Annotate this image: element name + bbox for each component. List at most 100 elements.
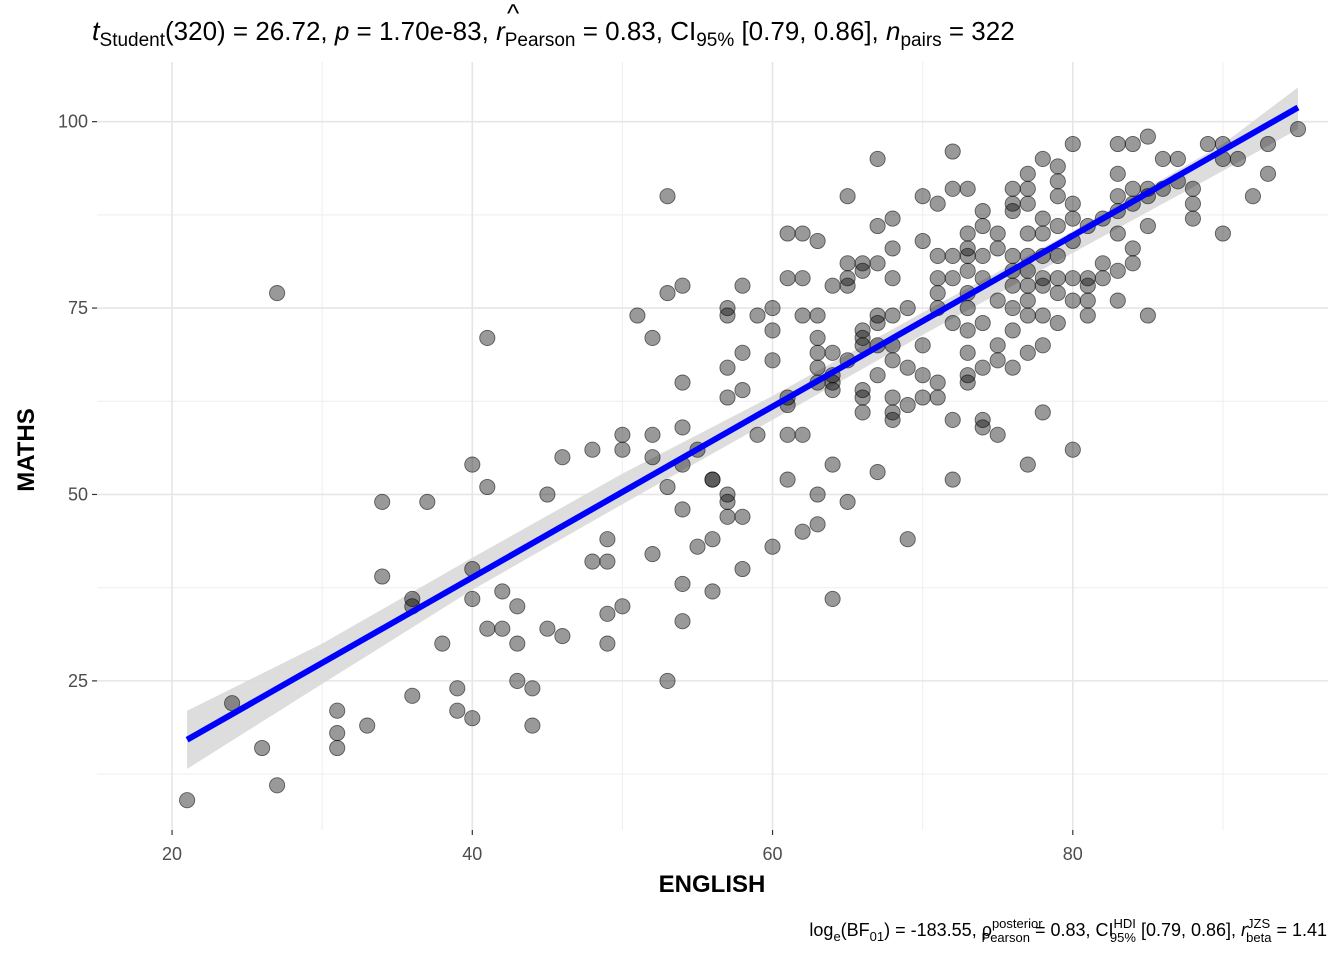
x-tick-label: 40 (462, 844, 482, 864)
data-point (509, 672, 526, 689)
data-point (1289, 121, 1307, 138)
title-r-val: = 0.83, CI (576, 16, 697, 46)
data-point (989, 292, 1006, 309)
data-point (1229, 150, 1246, 167)
data-point (1049, 270, 1066, 287)
data-point (629, 307, 646, 324)
data-point (599, 605, 616, 622)
data-point (719, 493, 736, 510)
data-point (674, 575, 691, 592)
data-point (1049, 188, 1066, 205)
data-point (599, 635, 616, 652)
data-point (869, 464, 886, 481)
data-point (944, 143, 961, 160)
data-point (614, 426, 631, 443)
data-point (794, 523, 811, 540)
data-point (374, 493, 391, 510)
data-point (464, 456, 481, 473)
title-n: n (886, 16, 900, 46)
data-point (1049, 158, 1066, 175)
data-point (899, 300, 916, 317)
data-point (554, 449, 571, 466)
data-point (1109, 165, 1126, 182)
data-point (929, 195, 946, 212)
data-point (419, 493, 436, 510)
data-point (509, 598, 526, 615)
caption-r-sup: JZS (1247, 916, 1270, 931)
data-point (824, 382, 841, 399)
data-point (614, 598, 631, 615)
caption-log: log (809, 920, 833, 940)
data-point (1139, 217, 1156, 235)
data-point (824, 456, 841, 473)
data-point (1034, 337, 1051, 354)
data-point (1154, 150, 1171, 167)
y-axis-ticks: 25 50 75 100 (58, 112, 97, 691)
title-n-sub: pairs (900, 30, 941, 51)
data-point (644, 449, 661, 466)
data-point (944, 270, 961, 287)
data-point (809, 329, 826, 346)
data-point (704, 531, 721, 548)
data-point (1064, 292, 1081, 309)
data-point (644, 426, 661, 443)
data-point (1064, 195, 1081, 212)
data-point (719, 359, 736, 376)
data-point (1019, 225, 1036, 242)
chart-caption: loge(BF01) = -183.55, ρposterior Pearson … (809, 916, 1327, 945)
data-point (974, 247, 991, 264)
data-point (854, 262, 871, 279)
caption-ci-val: [0.79, 0.86], (1136, 920, 1241, 940)
data-point (1139, 128, 1156, 145)
data-point (1214, 225, 1231, 242)
data-point (1064, 210, 1081, 227)
data-point (644, 546, 661, 563)
data-point (1184, 210, 1201, 227)
data-point (749, 426, 766, 443)
data-point (479, 329, 496, 346)
x-tick-label: 60 (763, 844, 783, 864)
data-point (704, 471, 721, 488)
caption-r: r (1241, 920, 1248, 940)
data-point (554, 628, 571, 645)
data-point (914, 232, 931, 250)
data-point (1079, 307, 1096, 324)
data-point (269, 285, 286, 302)
data-point (1124, 180, 1141, 197)
data-point (764, 300, 781, 317)
data-point (494, 620, 511, 637)
chart-title: tStudent(320) = 26.72, p = 1.70e-83, rPe… (92, 16, 1015, 51)
data-point (734, 344, 751, 361)
title-t-sub: Student (100, 30, 166, 51)
data-point (1079, 292, 1096, 309)
data-point (479, 620, 496, 637)
regression-line (185, 104, 1300, 743)
data-point (1109, 135, 1126, 153)
data-point (884, 389, 901, 406)
caption-r-sub: beta (1246, 930, 1272, 945)
data-point (584, 441, 601, 458)
data-point (794, 426, 811, 443)
data-point (764, 352, 781, 369)
data-point (764, 538, 781, 555)
data-point (959, 300, 976, 317)
data-point (1124, 255, 1141, 272)
title-p-val: = 1.70e-83, (349, 16, 496, 46)
data-point (1109, 188, 1126, 205)
x-tick-label: 20 (162, 844, 182, 864)
caption-ci-sub: 95% (1110, 930, 1136, 945)
data-point (1004, 180, 1021, 197)
data-point (869, 314, 886, 332)
data-point (884, 270, 901, 287)
data-point (584, 553, 601, 570)
data-point (539, 486, 556, 503)
title-hat: ^ (507, 0, 520, 28)
data-point (1064, 270, 1081, 287)
data-point (824, 277, 841, 294)
data-point (914, 337, 931, 354)
data-point (674, 613, 691, 630)
data-point (989, 337, 1006, 354)
data-point (1259, 165, 1277, 182)
data-point (509, 635, 526, 652)
data-point (1049, 217, 1066, 235)
